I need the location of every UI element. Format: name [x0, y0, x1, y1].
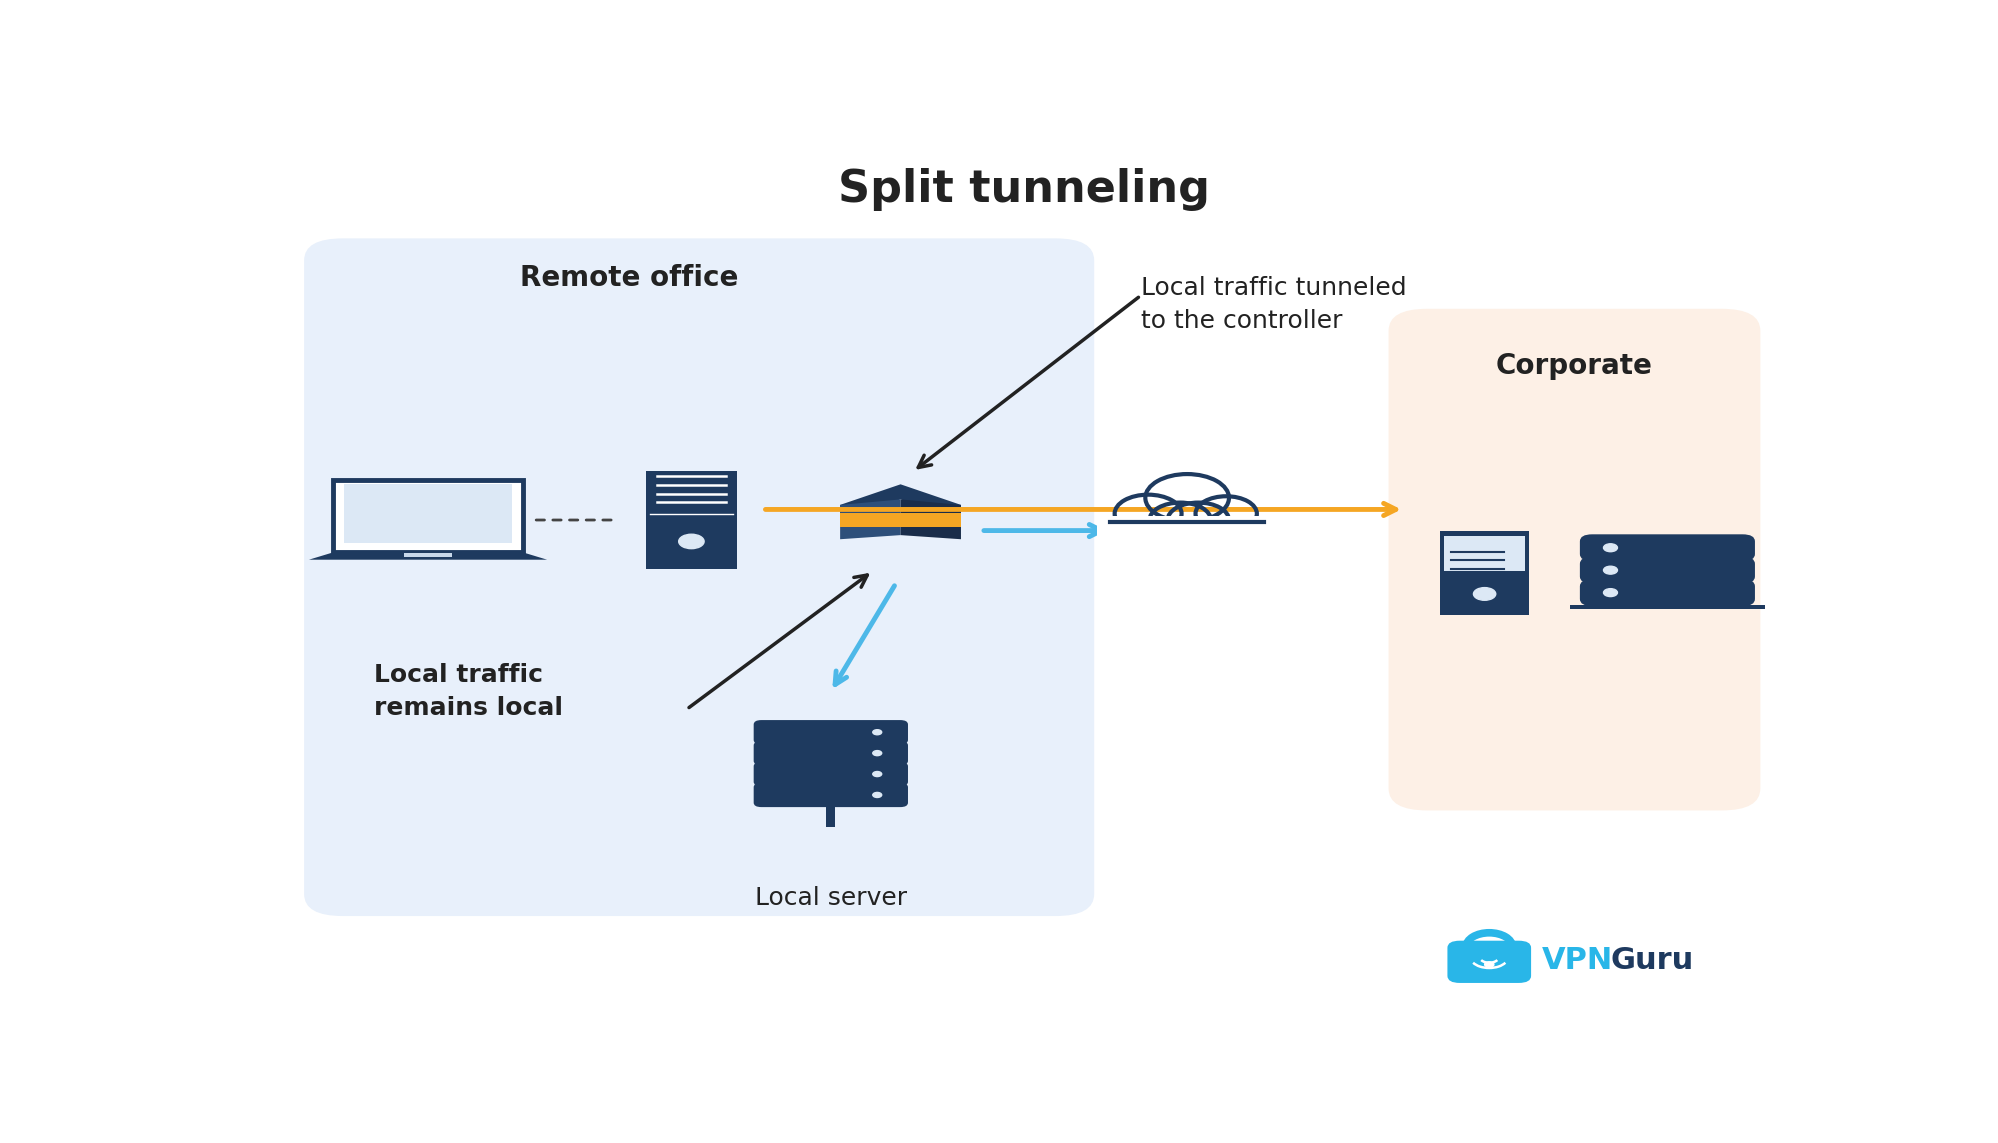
- FancyBboxPatch shape: [825, 805, 835, 826]
- FancyBboxPatch shape: [1447, 941, 1530, 983]
- Circle shape: [1602, 566, 1616, 574]
- Circle shape: [873, 751, 881, 756]
- Text: Remote office: Remote office: [519, 264, 737, 291]
- FancyBboxPatch shape: [1578, 534, 1754, 561]
- FancyBboxPatch shape: [753, 741, 907, 766]
- FancyBboxPatch shape: [332, 480, 523, 552]
- Circle shape: [1115, 495, 1181, 533]
- Circle shape: [1195, 496, 1257, 531]
- FancyBboxPatch shape: [1568, 605, 1764, 609]
- Polygon shape: [839, 485, 961, 519]
- Circle shape: [873, 792, 881, 798]
- Circle shape: [1473, 588, 1495, 600]
- Text: Corporate: Corporate: [1495, 352, 1652, 379]
- Circle shape: [1485, 961, 1493, 967]
- FancyBboxPatch shape: [1578, 580, 1754, 606]
- Circle shape: [1602, 544, 1616, 552]
- FancyBboxPatch shape: [1389, 309, 1760, 810]
- FancyBboxPatch shape: [1578, 557, 1754, 584]
- FancyBboxPatch shape: [753, 783, 907, 807]
- Text: Split tunneling: Split tunneling: [837, 168, 1211, 211]
- Circle shape: [873, 772, 881, 776]
- Circle shape: [1149, 503, 1211, 537]
- Circle shape: [679, 534, 703, 549]
- FancyBboxPatch shape: [753, 762, 907, 786]
- Bar: [1097, 515, 1277, 547]
- Polygon shape: [310, 552, 547, 560]
- FancyBboxPatch shape: [404, 553, 452, 557]
- FancyBboxPatch shape: [1445, 536, 1524, 572]
- Circle shape: [1167, 503, 1229, 537]
- Polygon shape: [839, 499, 901, 539]
- FancyBboxPatch shape: [304, 239, 1093, 916]
- Text: Local server: Local server: [755, 887, 907, 911]
- Text: Local traffic
remains local: Local traffic remains local: [374, 663, 563, 720]
- Circle shape: [1602, 589, 1616, 597]
- Text: Local traffic tunneled
to the controller: Local traffic tunneled to the controller: [1141, 275, 1407, 333]
- FancyBboxPatch shape: [753, 720, 907, 744]
- Text: Guru: Guru: [1608, 945, 1692, 975]
- FancyBboxPatch shape: [344, 483, 511, 543]
- FancyBboxPatch shape: [1439, 530, 1528, 615]
- Polygon shape: [901, 499, 961, 539]
- Polygon shape: [839, 513, 961, 527]
- FancyBboxPatch shape: [1660, 602, 1672, 609]
- FancyBboxPatch shape: [645, 471, 737, 569]
- Circle shape: [1145, 474, 1229, 521]
- Text: VPN: VPN: [1540, 945, 1612, 975]
- Circle shape: [873, 729, 881, 735]
